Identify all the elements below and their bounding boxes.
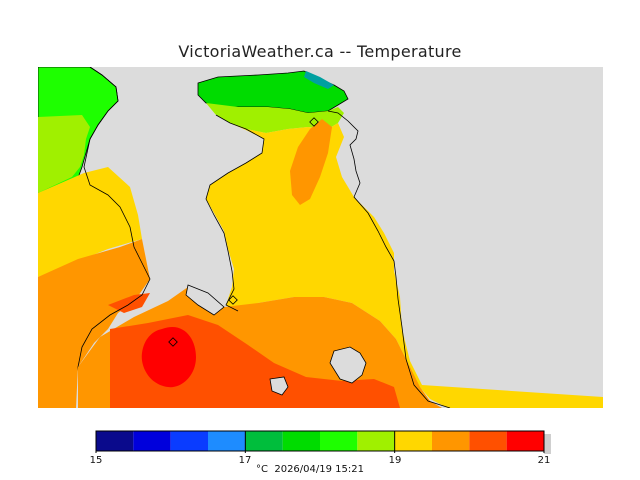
zone-west-orange (38, 239, 150, 408)
zone-central-orange-blob (290, 119, 332, 205)
legend-tick-19: 19 (388, 455, 402, 466)
coastlines (185, 110, 451, 408)
legend-footer: °C 2026/04/19 15:21 (256, 464, 364, 475)
legend-swatch (394, 431, 432, 451)
legend-swatch (506, 431, 544, 451)
legend-swatch (245, 431, 283, 451)
station-marker (168, 337, 178, 347)
legend-swatch (357, 431, 395, 451)
legend-swatch (96, 431, 134, 451)
legend-swatch (208, 431, 246, 451)
island-2 (269, 376, 289, 396)
coast-west (77, 67, 151, 408)
legend-border (95, 430, 545, 452)
legend-swatch (282, 431, 320, 451)
zone-south-red (141, 327, 196, 388)
zone-north-yellowgreen (206, 103, 344, 133)
legend-shadow (544, 434, 551, 454)
map-title: VictoriaWeather.ca -- Temperature (178, 42, 462, 61)
station-markers[interactable] (168, 117, 319, 347)
legend-timestamp: 2026/04/19 15:21 (274, 464, 364, 475)
temperature-map[interactable] (38, 67, 603, 408)
legend-swatch (133, 431, 171, 451)
zone-west-yellow (38, 167, 142, 277)
coast-east (327, 110, 451, 408)
legend-swatch (432, 431, 470, 451)
legend-unit: °C (256, 464, 268, 475)
zone-west-red (108, 293, 150, 313)
zone-north-teal (304, 71, 334, 89)
island-1 (329, 346, 367, 384)
west-water (38, 67, 151, 408)
coast-central (205, 114, 265, 312)
station-marker (228, 295, 238, 305)
peninsula-south (185, 284, 225, 316)
legend-swatch (320, 431, 358, 451)
legend-tick-17: 17 (238, 455, 252, 466)
north-water (197, 70, 349, 133)
station-marker (309, 117, 319, 127)
zone-west-yellowgreen (38, 115, 90, 193)
legend-swatch (170, 431, 208, 451)
legend-swatch (469, 431, 507, 451)
legend-tick-15: 15 (89, 455, 103, 466)
legend-tick-21: 21 (537, 455, 551, 466)
